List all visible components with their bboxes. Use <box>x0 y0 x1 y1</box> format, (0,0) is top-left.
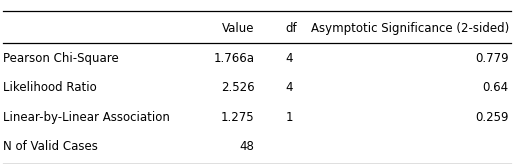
Text: 2.526: 2.526 <box>221 81 254 94</box>
Text: 0.64: 0.64 <box>483 81 509 94</box>
Text: 1.275: 1.275 <box>221 111 254 124</box>
Text: Asymptotic Significance (2-sided): Asymptotic Significance (2-sided) <box>310 22 509 35</box>
Text: 1: 1 <box>285 111 293 124</box>
Text: Value: Value <box>222 22 254 35</box>
Text: N of Valid Cases: N of Valid Cases <box>3 140 98 153</box>
Text: df: df <box>285 22 297 35</box>
Text: 0.779: 0.779 <box>475 52 509 65</box>
Text: 4: 4 <box>285 52 293 65</box>
Text: 48: 48 <box>240 140 254 153</box>
Text: 4: 4 <box>285 81 293 94</box>
Text: 1.766a: 1.766a <box>213 52 254 65</box>
Text: Linear-by-Linear Association: Linear-by-Linear Association <box>3 111 170 124</box>
Text: Pearson Chi-Square: Pearson Chi-Square <box>3 52 118 65</box>
Text: Likelihood Ratio: Likelihood Ratio <box>3 81 96 94</box>
Text: 0.259: 0.259 <box>475 111 509 124</box>
